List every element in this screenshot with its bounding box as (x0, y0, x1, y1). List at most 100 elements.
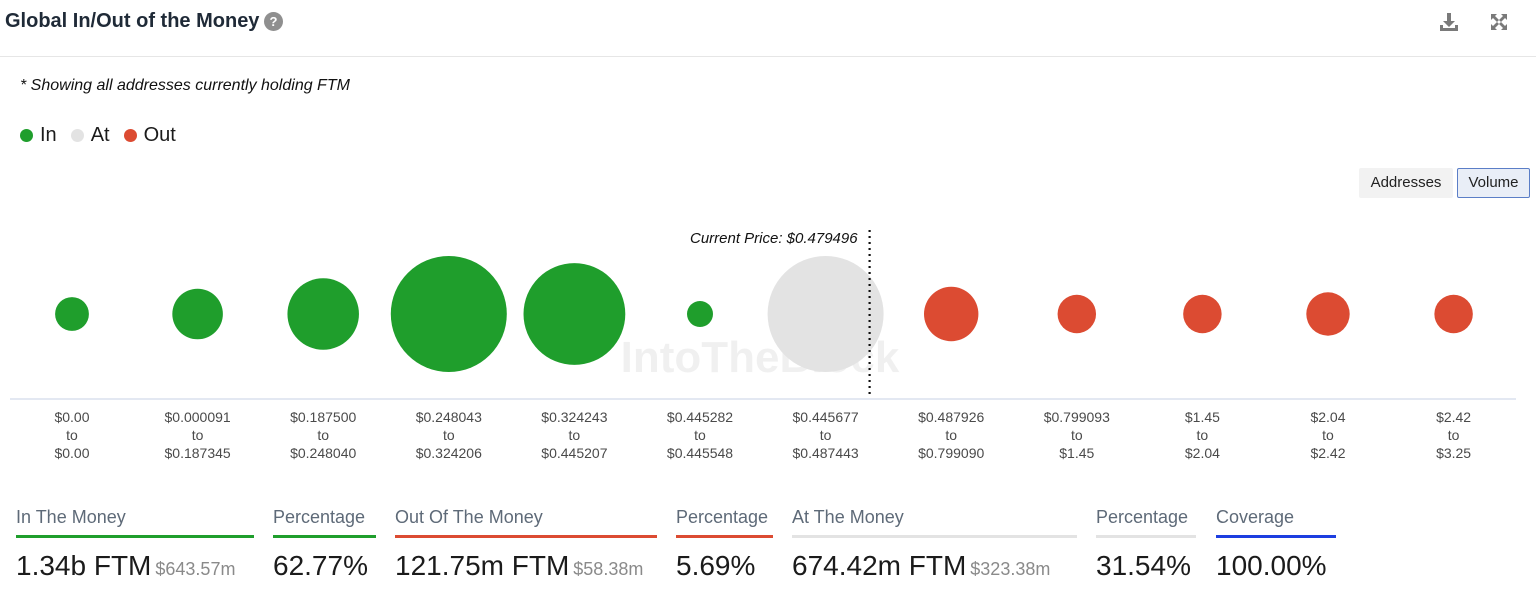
legend-dot-in (20, 129, 33, 142)
bucket-to-label: $0.324206 (416, 445, 482, 461)
page-title: Global In/Out of the Money (5, 10, 260, 32)
stat-label: Percentage (1096, 500, 1196, 538)
bucket-to-label: $0.248040 (290, 445, 356, 461)
bucket-to-connector: to (192, 427, 204, 443)
stat-in-the-money: In The Money 1.34b FTM $643.57m (16, 500, 254, 582)
bucket-to-label: $0.487443 (793, 445, 859, 461)
stat-value: 1.34b FTM $643.57m (16, 550, 254, 582)
stat-at-percentage: Percentage 31.54% (1096, 500, 1196, 582)
bubble-out (923, 286, 979, 342)
chart-header: Global In/Out of the Money ? (0, 0, 1536, 57)
bubble-in (287, 278, 359, 350)
bucket-from-label: $0.799093 (1044, 409, 1110, 425)
bucket-to-connector: to (945, 427, 957, 443)
bucket-from-label: $0.487926 (918, 409, 984, 425)
bubble-in (687, 301, 713, 327)
legend-label-at: At (90, 124, 110, 146)
stat-value: 31.54% (1096, 550, 1196, 582)
bucket-from-label: $0.445282 (667, 409, 733, 425)
stat-label: In The Money (16, 500, 254, 538)
bubble-out (1306, 292, 1350, 336)
stat-value: 674.42m FTM $323.38m (792, 550, 1077, 582)
bucket-from-label: $0.324243 (541, 409, 607, 425)
stat-value: 121.75m FTM $58.38m (395, 550, 657, 582)
bubble-out (1183, 294, 1222, 334)
legend-item-in[interactable]: In (20, 124, 57, 147)
stat-at-the-money: At The Money 674.42m FTM $323.38m (792, 500, 1077, 582)
bubble-in (172, 288, 223, 340)
bucket-to-connector: to (1071, 427, 1083, 443)
bucket-to-connector: to (820, 427, 832, 443)
stat-out-percentage: Percentage 5.69% (676, 500, 773, 582)
bubble-in (523, 263, 626, 365)
bucket-to-label: $0.799090 (918, 445, 984, 461)
stat-label: Percentage (676, 500, 773, 538)
bucket-to-connector: to (569, 427, 581, 443)
bucket-to-label: $0.187345 (165, 445, 231, 461)
bucket-from-label: $0.00 (54, 409, 89, 425)
stat-main-value: 121.75m FTM (395, 550, 570, 581)
bucket-from-label: $0.445677 (793, 409, 859, 425)
stat-label: Out Of The Money (395, 500, 657, 538)
bucket-from-label: $2.04 (1310, 409, 1345, 425)
current-price-label: Current Price: $0.479496 (690, 230, 858, 247)
bucket-to-label: $1.45 (1059, 445, 1094, 461)
stat-in-percentage: Percentage 62.77% (273, 500, 376, 582)
bucket-to-label: $0.00 (54, 445, 89, 461)
legend-dot-at (70, 129, 84, 142)
download-icon[interactable] (1437, 10, 1461, 34)
stat-usd-value: $58.38m (573, 559, 644, 579)
legend-label-in: In (40, 124, 57, 146)
legend-item-at[interactable]: At (70, 124, 110, 147)
bucket-to-label: $2.42 (1310, 445, 1345, 461)
stat-main-value: 5.69% (676, 550, 756, 581)
bucket-to-connector: to (1322, 427, 1334, 443)
volume-toggle-button[interactable]: Volume (1457, 168, 1530, 198)
bubble-at (767, 256, 884, 372)
stat-label: Coverage (1216, 500, 1336, 538)
stat-label: At The Money (792, 500, 1077, 538)
addresses-toggle-button[interactable]: Addresses (1359, 168, 1453, 198)
help-icon[interactable]: ? (264, 12, 283, 31)
stat-main-value: 31.54% (1096, 550, 1191, 581)
holding-note: * Showing all addresses currently holdin… (20, 77, 350, 94)
stat-coverage: Coverage 100.00% (1216, 500, 1336, 582)
bucket-from-label: $0.248043 (416, 409, 482, 425)
bucket-to-connector: to (1197, 427, 1209, 443)
stat-value: 5.69% (676, 550, 773, 582)
expand-icon[interactable] (1487, 10, 1511, 34)
bucket-to-label: $2.04 (1185, 445, 1220, 461)
legend-label-out: Out (143, 124, 176, 146)
bucket-to-connector: to (694, 427, 706, 443)
bucket-to-label: $0.445548 (667, 445, 733, 461)
bucket-from-label: $0.187500 (290, 409, 356, 425)
bubble-in (55, 297, 89, 331)
legend: In At Out (20, 124, 190, 147)
bucket-to-label: $3.25 (1436, 445, 1471, 461)
stat-value: 62.77% (273, 550, 376, 582)
bucket-from-label: $2.42 (1436, 409, 1471, 425)
stat-main-value: 1.34b FTM (16, 550, 152, 581)
bucket-to-connector: to (66, 427, 78, 443)
bucket-from-label: $1.45 (1185, 409, 1220, 425)
stat-out-of-the-money: Out Of The Money 121.75m FTM $58.38m (395, 500, 657, 582)
bucket-to-connector: to (443, 427, 455, 443)
bubble-out (1434, 294, 1473, 334)
summary-stats: In The Money 1.34b FTM $643.57m Percentage 6… (0, 500, 1536, 600)
stat-value: 100.00% (1216, 550, 1336, 582)
stat-main-value: 62.77% (273, 550, 368, 581)
stat-label: Percentage (273, 500, 376, 538)
stat-usd-value: $643.57m (155, 559, 236, 579)
bucket-to-connector: to (317, 427, 329, 443)
legend-item-out[interactable]: Out (123, 124, 176, 147)
stat-main-value: 674.42m FTM (792, 550, 967, 581)
bucket-from-label: $0.000091 (165, 409, 231, 425)
bucket-to-connector: to (1448, 427, 1460, 443)
stat-usd-value: $323.38m (970, 559, 1051, 579)
legend-dot-out (123, 129, 137, 142)
stat-main-value: 100.00% (1216, 550, 1327, 581)
bucket-to-label: $0.445207 (541, 445, 607, 461)
bubble-in (390, 256, 507, 372)
bubble-out (1057, 294, 1097, 334)
bubble-chart: IntoTheBlock$0.00to$0.00$0.000091to$0.18… (10, 230, 1516, 461)
